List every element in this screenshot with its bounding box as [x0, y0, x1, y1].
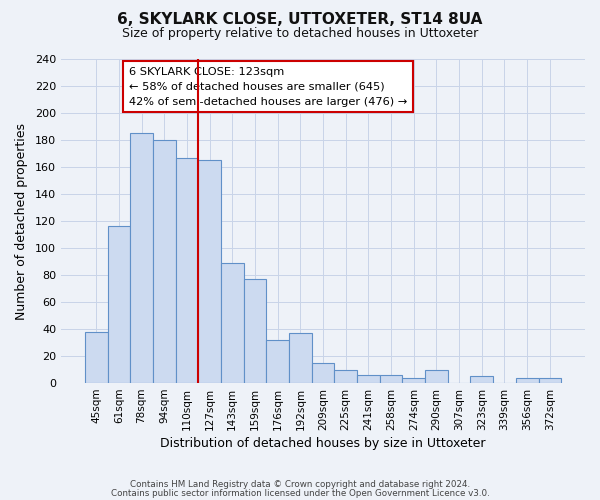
Bar — [380, 375, 403, 383]
Bar — [403, 378, 425, 383]
Bar — [198, 160, 221, 383]
Bar — [539, 378, 561, 383]
X-axis label: Distribution of detached houses by size in Uttoxeter: Distribution of detached houses by size … — [160, 437, 486, 450]
Bar — [85, 332, 107, 383]
Text: 6, SKYLARK CLOSE, UTTOXETER, ST14 8UA: 6, SKYLARK CLOSE, UTTOXETER, ST14 8UA — [118, 12, 482, 28]
Bar — [130, 134, 153, 383]
Text: Contains HM Land Registry data © Crown copyright and database right 2024.: Contains HM Land Registry data © Crown c… — [130, 480, 470, 489]
Y-axis label: Number of detached properties: Number of detached properties — [15, 122, 28, 320]
Bar — [107, 226, 130, 383]
Bar — [311, 363, 334, 383]
Bar — [516, 378, 539, 383]
Bar — [425, 370, 448, 383]
Bar — [289, 333, 311, 383]
Text: Contains public sector information licensed under the Open Government Licence v3: Contains public sector information licen… — [110, 488, 490, 498]
Bar — [244, 279, 266, 383]
Bar — [221, 263, 244, 383]
Bar — [176, 158, 198, 383]
Bar — [470, 376, 493, 383]
Text: Size of property relative to detached houses in Uttoxeter: Size of property relative to detached ho… — [122, 28, 478, 40]
Bar — [357, 375, 380, 383]
Text: 6 SKYLARK CLOSE: 123sqm
← 58% of detached houses are smaller (645)
42% of semi-d: 6 SKYLARK CLOSE: 123sqm ← 58% of detache… — [129, 67, 407, 106]
Bar — [153, 140, 176, 383]
Bar — [334, 370, 357, 383]
Bar — [266, 340, 289, 383]
